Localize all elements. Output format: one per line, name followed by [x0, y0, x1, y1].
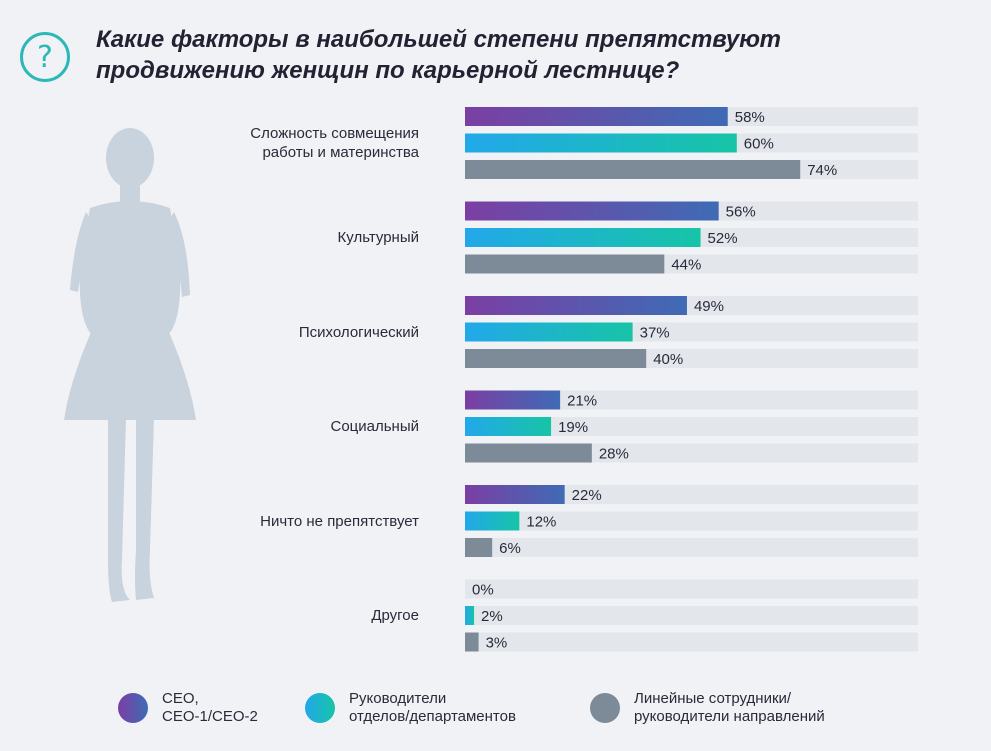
bar-track [465, 579, 918, 599]
category-label: Социальный [330, 418, 420, 435]
bar-series-1-cat-1 [465, 228, 701, 247]
bar-series-0-cat-3 [465, 390, 561, 410]
bar-series-1-cat-5 [465, 606, 475, 625]
bar-series-1-cat-4 [465, 511, 520, 531]
bar-track [465, 538, 918, 557]
bar-series-1-cat-3 [465, 417, 552, 436]
bar-track [465, 606, 918, 625]
bar-series-2-cat-2 [465, 349, 647, 368]
bar-series-1-cat-0 [465, 133, 737, 153]
legend: CEO, CEO-1/CEO-2 Руководители отделов/де… [0, 690, 991, 740]
data-label: 12% [526, 514, 556, 531]
legend-item-department-heads: Руководители отделов/департаментов [305, 690, 516, 726]
category-label: Психологический [298, 323, 419, 341]
gray-dot-icon [590, 693, 620, 723]
legend-label: Руководители отделов/департаментов [349, 690, 516, 725]
bar-series-0-cat-2 [465, 296, 687, 315]
data-label: 49% [694, 298, 724, 315]
data-label: 3% [486, 635, 508, 652]
bar-track [465, 511, 918, 531]
bar-track [465, 632, 918, 652]
data-label: 40% [653, 351, 683, 368]
bar-series-0-cat-1 [465, 201, 719, 221]
bar-series-0-cat-0 [465, 107, 728, 126]
data-label: 19% [558, 419, 588, 436]
data-label: 28% [599, 446, 629, 463]
bar-chart: 58% 60% 74% 56% 52% 44% 49% 37% 40% 21% 19% 28% 22% 1… [465, 107, 918, 652]
bar-series-1-cat-2 [465, 322, 633, 342]
bar-track [465, 390, 918, 410]
data-label: 2% [481, 608, 503, 625]
legend-item-line-staff: Линейные сотрудники/ руководители направ… [590, 690, 825, 726]
teal-dot-icon [305, 693, 335, 723]
data-label: 22% [572, 487, 602, 504]
category-label: Культурный [337, 229, 419, 246]
title-line-2: продвижению женщин по карьерной лестнице… [96, 57, 680, 84]
legend-item-ceo: CEO, CEO-1/CEO-2 [118, 690, 258, 726]
data-label: 37% [640, 325, 670, 342]
bar-series-2-cat-0 [465, 160, 801, 179]
data-label: 60% [744, 136, 774, 153]
category-label: Сложность совмещения работы и материнства [250, 125, 419, 161]
data-label: 52% [708, 230, 738, 247]
data-label: 6% [499, 540, 521, 557]
data-label: 21% [567, 393, 597, 410]
bar-series-2-cat-1 [465, 254, 665, 274]
data-label: 58% [735, 109, 765, 126]
page-title: Какие факторы в наибольшей степени препя… [96, 24, 916, 86]
category-label: Другое [371, 607, 419, 624]
bar-series-2-cat-4 [465, 538, 493, 557]
bar-series-2-cat-5 [465, 632, 479, 652]
data-label: 74% [807, 162, 837, 179]
data-label: 44% [671, 257, 701, 274]
bar-series-0-cat-4 [465, 485, 565, 504]
data-label: 0% [472, 582, 494, 599]
legend-label: Линейные сотрудники/ руководители направ… [634, 690, 825, 725]
category-label: Ничто не препятствует [260, 512, 419, 530]
bar-series-2-cat-3 [465, 443, 592, 463]
woman-silhouette-icon [64, 128, 196, 602]
question-icon: ? [20, 32, 70, 82]
legend-label: CEO, CEO-1/CEO-2 [162, 690, 258, 725]
bar-track [465, 485, 918, 504]
data-label: 56% [726, 204, 756, 221]
purple-dot-icon [118, 693, 148, 723]
bar-track [465, 417, 918, 436]
title-line-1: Какие факторы в наибольшей степени препя… [96, 26, 782, 53]
